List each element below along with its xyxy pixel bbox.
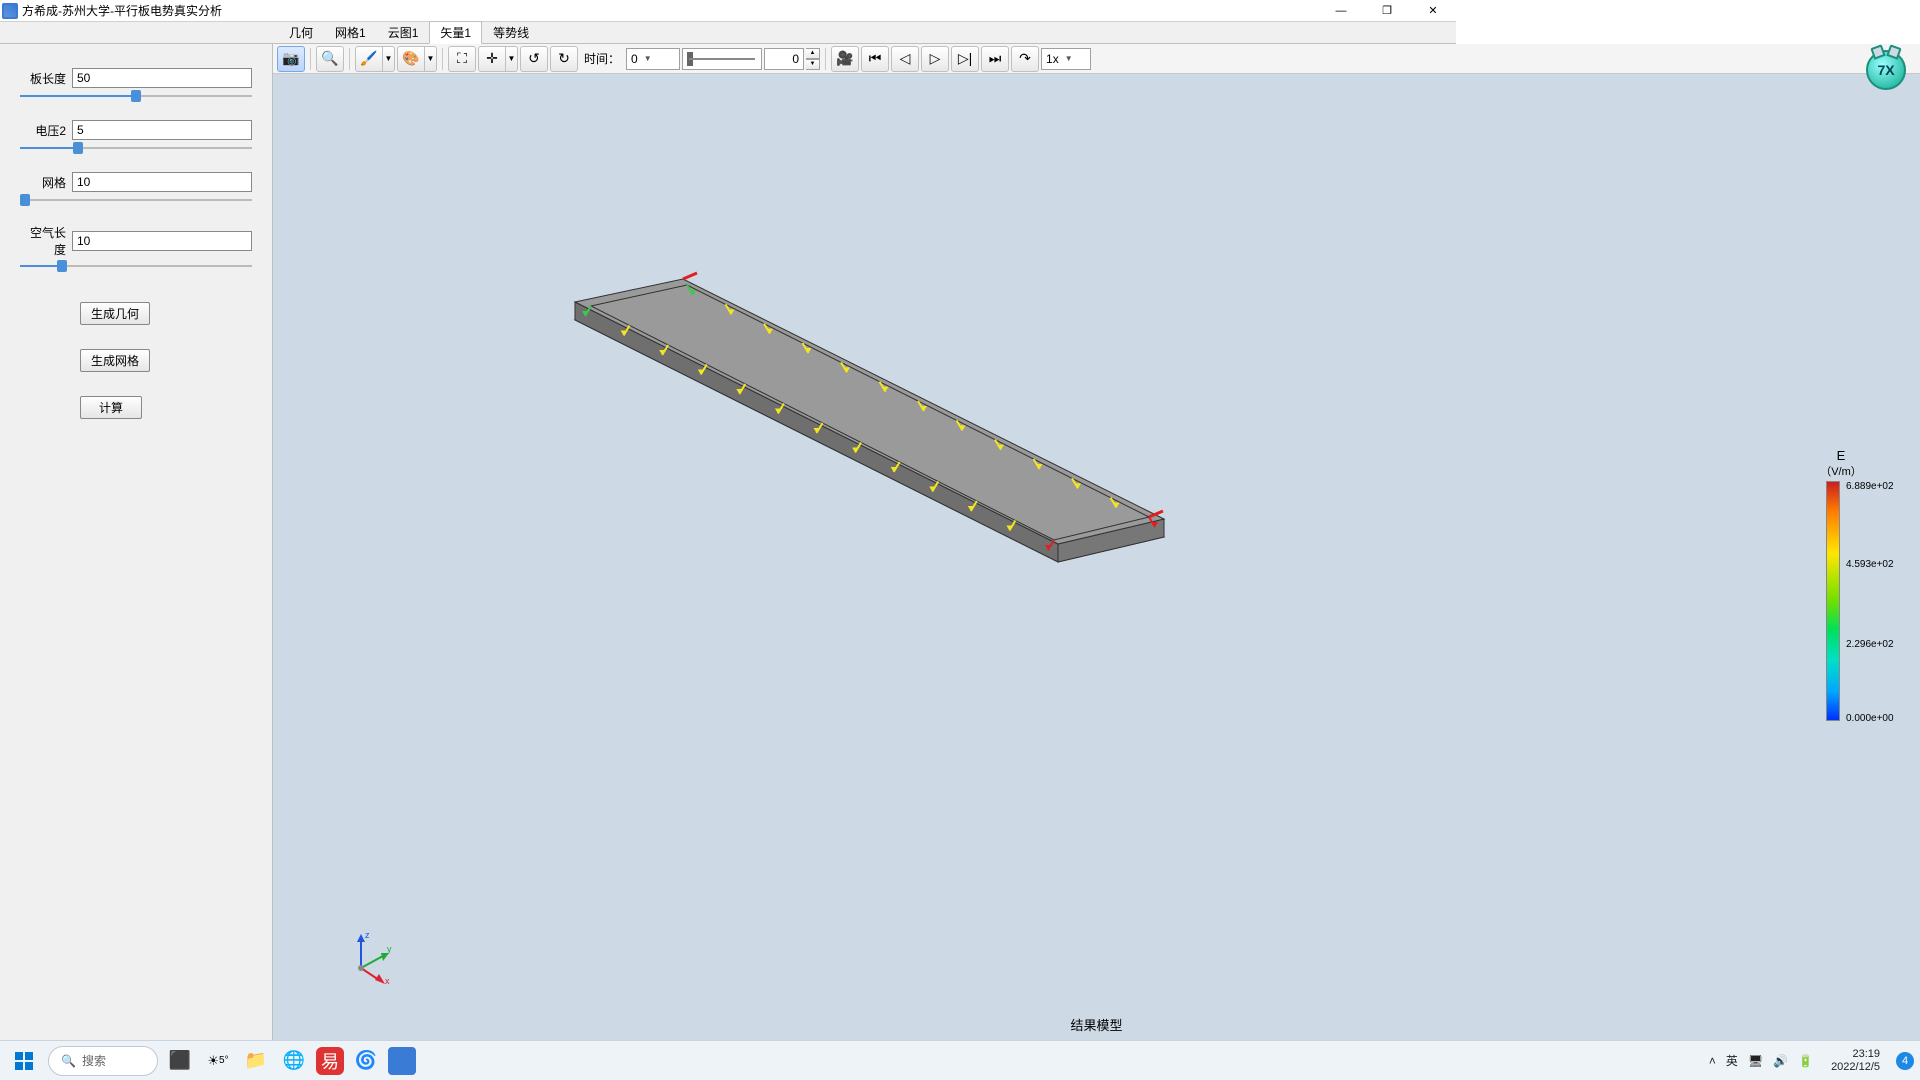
tab-mesh[interactable]: 网格1 xyxy=(324,21,377,43)
param-plate-length: 板长度 xyxy=(20,68,252,100)
taskview-icon[interactable]: ⬛ xyxy=(164,1045,196,1077)
browser2-icon[interactable]: 🌀 xyxy=(350,1045,382,1077)
search-placeholder: 搜索 xyxy=(82,1052,106,1069)
colorbar-unit: （V/m） xyxy=(1796,463,1886,479)
mesh-slider[interactable] xyxy=(20,196,252,204)
colorbar-title: E xyxy=(1796,448,1886,463)
taskbar-clock[interactable]: 23:19 2022/12/5 xyxy=(1831,1048,1880,1074)
plate-model xyxy=(273,44,1456,776)
app-logo: 7X xyxy=(1866,50,1906,90)
titlebar: 方希成-苏州大学-平行板电势真实分析 — ❐ ✕ xyxy=(0,0,1456,22)
main-row: 板长度 电压2 网格 xyxy=(0,44,1920,1040)
music-icon[interactable]: 易 xyxy=(316,1047,344,1075)
chevron-up-icon[interactable]: ˄ xyxy=(1709,1054,1716,1068)
minimize-button[interactable]: — xyxy=(1318,0,1364,22)
param-mesh: 网格 xyxy=(20,172,252,204)
air-length-input[interactable] xyxy=(72,231,252,251)
air-length-slider[interactable] xyxy=(20,262,252,270)
tab-geometry[interactable]: 几何 xyxy=(278,21,324,43)
svg-text:x: x xyxy=(385,976,390,986)
edge-icon[interactable]: 🌐 xyxy=(278,1045,310,1077)
taskbar: 🔍 搜索 ⬛ ☀5° 📁 🌐 易 🌀 ˄ 英 🖥 🔊 🔋 23:19 2022/… xyxy=(0,1040,1920,1080)
generate-mesh-button[interactable]: 生成网格 xyxy=(80,349,150,372)
colorbar-gradient xyxy=(1826,481,1840,721)
svg-text:y: y xyxy=(387,944,392,954)
maximize-button[interactable]: ❐ xyxy=(1364,0,1410,22)
voltage2-slider[interactable] xyxy=(20,144,252,152)
start-button[interactable] xyxy=(6,1045,42,1077)
explorer-icon[interactable]: 📁 xyxy=(240,1045,272,1077)
param-label: 网格 xyxy=(20,174,66,191)
monitor-icon[interactable]: 🖥 xyxy=(1748,1054,1763,1068)
colorbar: E （V/m） 6.889e+024.593e+022.296e+020.000… xyxy=(1796,448,1886,721)
ime-indicator[interactable]: 英 xyxy=(1726,1052,1738,1069)
window-title: 方希成-苏州大学-平行板电势真实分析 xyxy=(22,2,222,19)
tab-isolines[interactable]: 等势线 xyxy=(482,21,540,43)
generate-geometry-button[interactable]: 生成几何 xyxy=(80,302,150,325)
param-air-length: 空气长度 xyxy=(20,224,252,270)
sidebar: 板长度 电压2 网格 xyxy=(0,44,273,1040)
notification-badge[interactable]: 4 xyxy=(1896,1052,1914,1070)
close-button[interactable]: ✕ xyxy=(1410,0,1456,22)
calculate-button[interactable]: 计算 xyxy=(80,396,142,419)
mesh-input[interactable] xyxy=(72,172,252,192)
axis-triad: z y x xyxy=(341,926,401,986)
voltage2-input[interactable] xyxy=(72,120,252,140)
param-label: 板长度 xyxy=(20,70,66,87)
volume-icon[interactable]: 🔊 xyxy=(1773,1054,1788,1068)
system-tray[interactable]: ˄ 英 🖥 🔊 🔋 23:19 2022/12/5 4 xyxy=(1709,1048,1914,1074)
sim-app-icon[interactable] xyxy=(388,1047,416,1075)
app-icon xyxy=(2,3,18,19)
tab-vector[interactable]: 矢量1 xyxy=(429,21,482,44)
tab-contour[interactable]: 云图1 xyxy=(377,21,430,43)
plate-length-slider[interactable] xyxy=(20,92,252,100)
colorbar-labels: 6.889e+024.593e+022.296e+020.000e+00 xyxy=(1840,481,1886,721)
viewport-caption: 结果模型 xyxy=(1070,1015,1122,1034)
search-icon: 🔍 xyxy=(61,1054,76,1068)
param-label: 电压2 xyxy=(20,122,66,139)
weather-icon[interactable]: ☀5° xyxy=(202,1045,234,1077)
svg-text:z: z xyxy=(365,930,370,940)
view-tabs: 几何 网格1 云图1 矢量1 等势线 xyxy=(0,22,1456,44)
battery-icon[interactable]: 🔋 xyxy=(1798,1054,1813,1068)
viewport-3d[interactable]: 📷 🔍 🖌️▼ 🎨▼ ⛶ ✛▼ ↺ ↻ 时间： 0▼ 0 ▲▼ 🎥 ⏮ ◁ ▷ … xyxy=(273,44,1920,1040)
taskbar-search[interactable]: 🔍 搜索 xyxy=(48,1046,158,1076)
param-label: 空气长度 xyxy=(20,224,66,258)
plate-length-input[interactable] xyxy=(72,68,252,88)
param-voltage2: 电压2 xyxy=(20,120,252,152)
